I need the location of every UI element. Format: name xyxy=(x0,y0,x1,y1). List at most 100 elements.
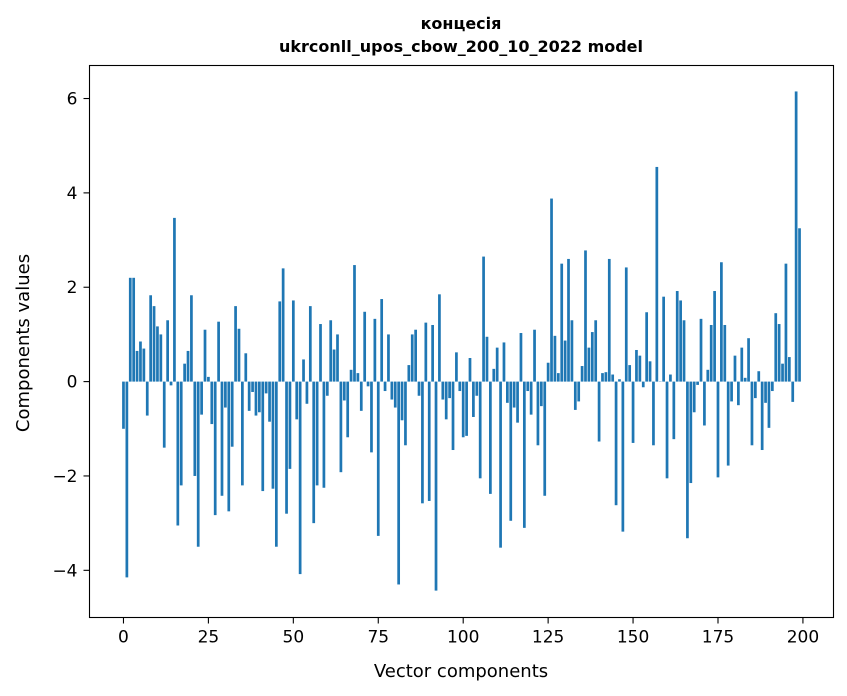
bar-64 xyxy=(339,381,343,473)
bar-48 xyxy=(285,381,288,514)
bar-100 xyxy=(461,381,465,438)
bar-198 xyxy=(794,91,798,382)
bar-150 xyxy=(631,381,635,443)
bar-196 xyxy=(787,357,791,382)
plot-frame xyxy=(88,64,835,619)
bar-155 xyxy=(648,361,652,382)
bar-87 xyxy=(417,381,421,396)
x-tick-label: 50 xyxy=(283,628,305,648)
bar-123 xyxy=(539,381,543,407)
bar-20 xyxy=(190,295,193,382)
bar-163 xyxy=(675,291,679,382)
bar-42 xyxy=(264,381,268,394)
bar-85 xyxy=(410,334,414,382)
bar-32 xyxy=(230,381,234,447)
bar-0 xyxy=(122,381,125,429)
bar-121 xyxy=(533,329,536,382)
bar-93 xyxy=(438,294,441,382)
bar-130 xyxy=(563,340,567,382)
bar-149 xyxy=(628,365,632,382)
bar-180 xyxy=(733,355,737,382)
bar-143 xyxy=(607,258,611,382)
bar-75 xyxy=(376,381,380,536)
bar-96 xyxy=(448,381,451,399)
bar-170 xyxy=(699,318,703,382)
bar-6 xyxy=(142,348,146,382)
bar-197 xyxy=(791,381,795,402)
x-tick-label: 100 xyxy=(447,628,479,648)
bar-72 xyxy=(366,381,370,387)
bar-43 xyxy=(268,381,271,422)
bar-34 xyxy=(237,328,241,382)
bar-76 xyxy=(380,299,384,382)
bar-2 xyxy=(128,277,132,382)
bar-38 xyxy=(251,381,254,392)
x-axis-label: Vector components xyxy=(374,661,548,682)
bar-173 xyxy=(709,324,713,382)
bar-111 xyxy=(499,381,502,548)
bar-56 xyxy=(312,381,316,524)
bar-98 xyxy=(455,352,458,382)
bar-134 xyxy=(577,381,581,402)
bar-151 xyxy=(635,349,638,382)
bar-157 xyxy=(655,166,659,382)
bar-168 xyxy=(692,381,696,413)
y-axis-ticks: −4 −2 0 2 4 6 xyxy=(52,90,90,581)
bar-5 xyxy=(139,341,142,382)
bar-125 xyxy=(546,362,550,382)
bar-166 xyxy=(686,381,689,539)
bar-99 xyxy=(458,381,462,392)
bar-1 xyxy=(125,381,129,578)
bar-68 xyxy=(353,265,356,382)
bar-135 xyxy=(580,366,584,382)
bar-146 xyxy=(618,379,621,382)
bar-61 xyxy=(329,320,333,382)
x-tick-label: 175 xyxy=(702,628,734,648)
bar-104 xyxy=(475,381,479,396)
bar-107 xyxy=(485,336,489,382)
bar-10 xyxy=(156,326,159,382)
bar-84 xyxy=(407,365,411,382)
bar-83 xyxy=(404,381,407,446)
bar-177 xyxy=(723,324,727,382)
bar-141 xyxy=(601,373,604,382)
bars-group xyxy=(122,91,801,591)
bar-22 xyxy=(196,381,200,547)
bar-190 xyxy=(767,381,771,428)
bar-11 xyxy=(159,334,163,382)
bar-148 xyxy=(624,267,628,382)
bar-127 xyxy=(553,335,557,382)
bar-26 xyxy=(210,381,214,425)
y-tick-label: 2 xyxy=(67,278,78,298)
y-tick-label: −4 xyxy=(52,561,77,581)
bar-67 xyxy=(349,369,353,382)
bar-161 xyxy=(669,374,672,382)
bar-94 xyxy=(441,381,445,400)
bar-182 xyxy=(740,347,744,382)
bar-145 xyxy=(614,381,618,506)
x-tick-label: 25 xyxy=(198,628,220,648)
bar-51 xyxy=(295,381,299,420)
bar-8 xyxy=(149,295,153,382)
bar-172 xyxy=(706,369,710,382)
bar-110 xyxy=(495,347,499,382)
bar-15 xyxy=(173,217,176,382)
bar-154 xyxy=(645,312,649,382)
bar-81 xyxy=(397,381,401,585)
bar-124 xyxy=(543,381,547,496)
bar-101 xyxy=(465,381,468,436)
bar-9 xyxy=(152,306,156,382)
bar-136 xyxy=(584,250,587,382)
bar-109 xyxy=(492,368,496,382)
bar-139 xyxy=(594,320,598,382)
bar-160 xyxy=(665,381,669,479)
y-tick-label: 4 xyxy=(67,184,78,204)
bar-53 xyxy=(302,359,305,382)
bar-66 xyxy=(346,381,350,438)
bar-36 xyxy=(244,353,248,382)
bar-77 xyxy=(383,381,387,392)
bar-80 xyxy=(393,381,397,408)
bar-167 xyxy=(689,381,693,484)
bar-7 xyxy=(145,381,149,416)
bar-192 xyxy=(774,313,778,382)
